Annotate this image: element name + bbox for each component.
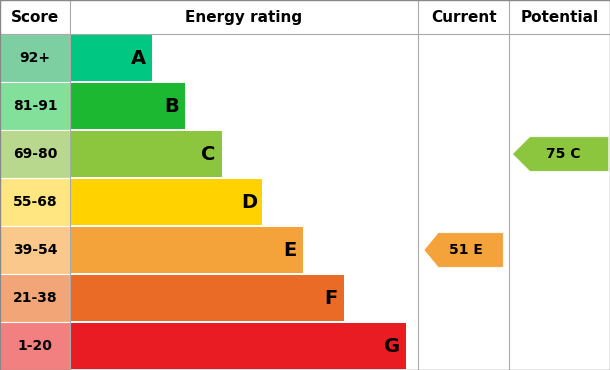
Text: A: A — [131, 48, 146, 68]
Text: 1-20: 1-20 — [18, 339, 52, 353]
Bar — [70, 227, 303, 273]
Text: 21-38: 21-38 — [13, 291, 57, 305]
Text: F: F — [325, 289, 337, 307]
Text: 92+: 92+ — [20, 51, 51, 65]
Polygon shape — [512, 137, 609, 171]
Text: 75 C: 75 C — [546, 147, 581, 161]
Polygon shape — [424, 233, 503, 267]
Text: 39-54: 39-54 — [13, 243, 57, 257]
Bar — [0, 178, 70, 226]
Bar — [0, 82, 70, 130]
Bar — [0, 322, 70, 370]
Bar — [70, 323, 406, 369]
Text: 69-80: 69-80 — [13, 147, 57, 161]
Text: Potential: Potential — [520, 10, 599, 24]
Bar — [0, 226, 70, 274]
Bar — [70, 35, 152, 81]
Text: Energy rating: Energy rating — [185, 10, 303, 24]
Bar — [0, 274, 70, 322]
Bar — [0, 130, 70, 178]
Text: Score: Score — [11, 10, 59, 24]
Bar — [70, 131, 221, 177]
Text: E: E — [283, 240, 296, 259]
Text: 51 E: 51 E — [449, 243, 483, 257]
Bar — [70, 83, 185, 129]
Text: B: B — [164, 97, 179, 115]
Text: C: C — [201, 145, 215, 164]
Text: Current: Current — [431, 10, 497, 24]
Bar — [70, 275, 344, 321]
Text: G: G — [384, 336, 400, 356]
Bar — [70, 179, 262, 225]
Bar — [0, 34, 70, 82]
Text: 81-91: 81-91 — [13, 99, 57, 113]
Text: D: D — [241, 192, 257, 212]
Text: 55-68: 55-68 — [13, 195, 57, 209]
